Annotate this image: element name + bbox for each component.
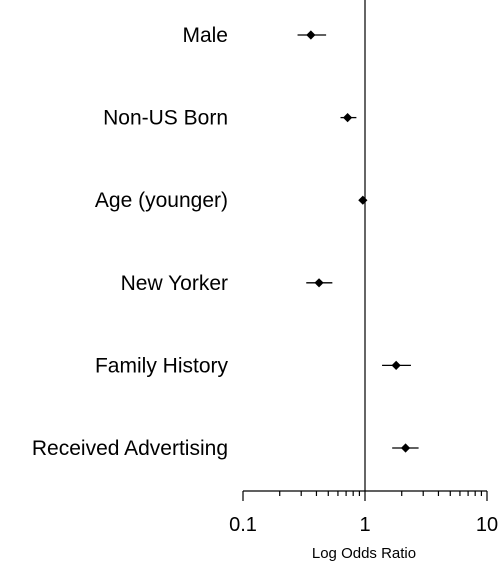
point-marker-received-advertising bbox=[400, 443, 411, 453]
x-tick-label: 1 bbox=[359, 514, 370, 536]
category-label-age-younger: Age (younger) bbox=[95, 189, 228, 212]
point-marker-non-us-born bbox=[342, 113, 353, 123]
x-axis-title: Log Odds Ratio bbox=[312, 545, 416, 562]
category-label-family-history: Family History bbox=[95, 354, 229, 377]
x-axis-ticks bbox=[242, 491, 488, 501]
x-tick-label: 0.1 bbox=[229, 514, 257, 536]
point-estimates bbox=[306, 30, 411, 453]
category-label-new-yorker: New Yorker bbox=[121, 272, 228, 295]
category-label-received-advertising: Received Advertising bbox=[32, 437, 228, 460]
category-label-male: Male bbox=[182, 24, 228, 47]
category-label-non-us-born: Non-US Born bbox=[103, 107, 228, 130]
point-marker-male bbox=[306, 30, 316, 40]
point-marker-family-history bbox=[391, 360, 401, 370]
point-marker-new-yorker bbox=[314, 278, 324, 288]
category-labels: Male Non-US Born Age (younger) New Yorker Fa… bbox=[32, 24, 229, 460]
point-marker-age-younger bbox=[358, 195, 368, 205]
x-tick-label: 10 bbox=[476, 514, 498, 536]
x-axis: 0.1 1 10 Log Odds Ratio bbox=[229, 490, 498, 562]
x-axis-tick-labels: 0.1 1 10 bbox=[229, 514, 498, 536]
confidence-intervals bbox=[297, 34, 419, 449]
